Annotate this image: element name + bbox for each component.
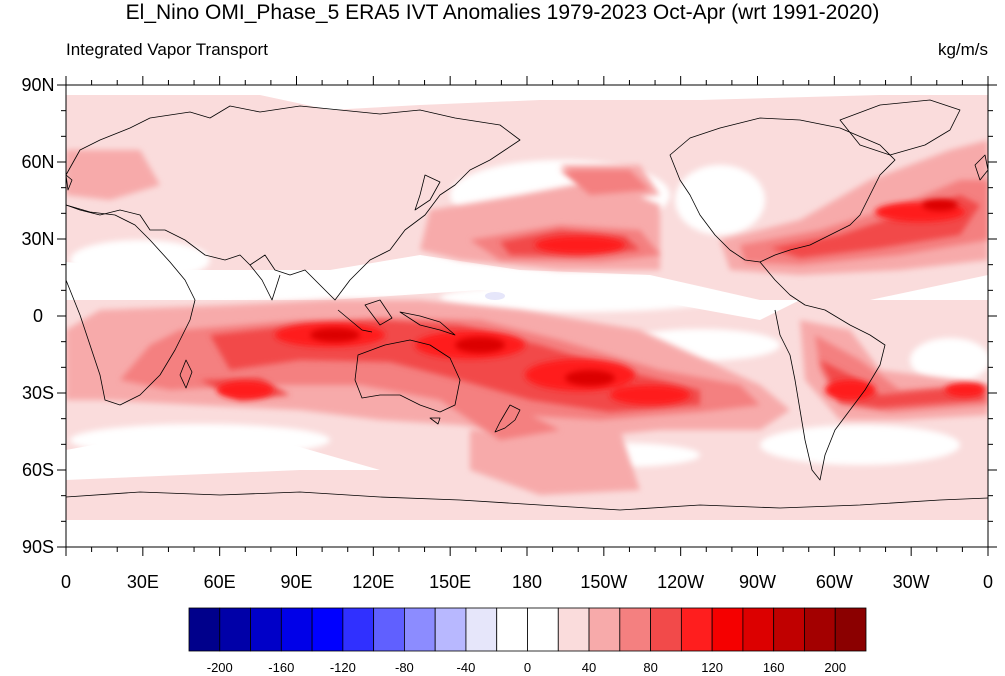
- lon-label: 90W: [739, 572, 776, 592]
- lon-label: 0: [983, 572, 993, 592]
- colorbar-box: [188, 607, 221, 652]
- longitude-labels: 0 30E 60E 90E 120E 150E 180 150W 120W 90W 60W 30W 0: [61, 572, 993, 592]
- colorbar-box: [342, 607, 375, 652]
- lon-label: 120W: [657, 572, 704, 592]
- colorbar-box: [619, 607, 651, 652]
- variable-name: Integrated Vapor Transport: [66, 40, 268, 59]
- colorbar-label: 120: [701, 660, 723, 675]
- colorbar-label: 40: [582, 660, 596, 675]
- anomaly-field: [66, 85, 988, 547]
- colorbar-box: [496, 607, 528, 652]
- colorbar-box: [373, 607, 405, 652]
- lon-label: 120E: [352, 572, 394, 592]
- colorbar-box: [434, 607, 467, 652]
- colorbar-box: [680, 607, 713, 652]
- lon-label: 0: [61, 572, 71, 592]
- colorbar-label: -80: [395, 660, 414, 675]
- plot-title: El_Nino OMI_Phase_5 ERA5 IVT Anomalies 1…: [125, 1, 880, 24]
- colorbar-label: 160: [763, 660, 785, 675]
- colorbar-label: 0: [524, 660, 531, 675]
- colorbar-box: [527, 607, 559, 652]
- lon-label: 150E: [429, 572, 471, 592]
- colorbar-box: [711, 607, 744, 652]
- colorbar-label: 200: [824, 660, 846, 675]
- axis-ticks: [57, 76, 997, 556]
- latitude-labels: 90N 60N 30N 0 30S 60S 90S: [21, 75, 54, 557]
- colorbar-label: -200: [207, 660, 233, 675]
- colorbar-box: [773, 607, 805, 652]
- colorbar-box: [804, 607, 836, 652]
- lon-label: 30W: [893, 572, 930, 592]
- colorbar-box: [465, 607, 498, 652]
- lat-label: 90N: [21, 75, 54, 95]
- colorbar-box: [588, 607, 621, 652]
- coastlines: [66, 99, 988, 511]
- colorbar-box: [557, 607, 590, 652]
- lat-label: 0: [33, 306, 43, 326]
- colorbar-box: [404, 607, 436, 652]
- units-label: kg/m/s: [937, 40, 988, 59]
- colorbar-box: [250, 607, 282, 652]
- lat-label: 90S: [22, 537, 54, 557]
- lat-label: 30N: [21, 229, 54, 249]
- colorbar-label: -40: [457, 660, 476, 675]
- colorbar-box: [219, 607, 251, 652]
- lon-label: 90E: [280, 572, 312, 592]
- lon-label: 150W: [580, 572, 627, 592]
- colorbar-label: -120: [330, 660, 356, 675]
- colorbar-labels: -200 -160 -120 -80 -40 0 40 80 120 160 200: [207, 660, 846, 675]
- colorbar-box: [834, 607, 867, 652]
- colorbar-label: 80: [643, 660, 657, 675]
- lon-label: 60E: [204, 572, 236, 592]
- colorbar-box: [311, 607, 344, 652]
- colorbar-box: [280, 607, 313, 652]
- lat-label: 60S: [22, 460, 54, 480]
- lon-label: 30E: [127, 572, 159, 592]
- lon-label: 180: [512, 572, 542, 592]
- lat-label: 60N: [21, 152, 54, 172]
- colorbar-label: -160: [268, 660, 294, 675]
- colorbar-box: [742, 607, 775, 652]
- colorbar-box: [650, 607, 682, 652]
- colorbar: [188, 607, 867, 652]
- lat-label: 30S: [22, 383, 54, 403]
- lon-label: 60W: [816, 572, 853, 592]
